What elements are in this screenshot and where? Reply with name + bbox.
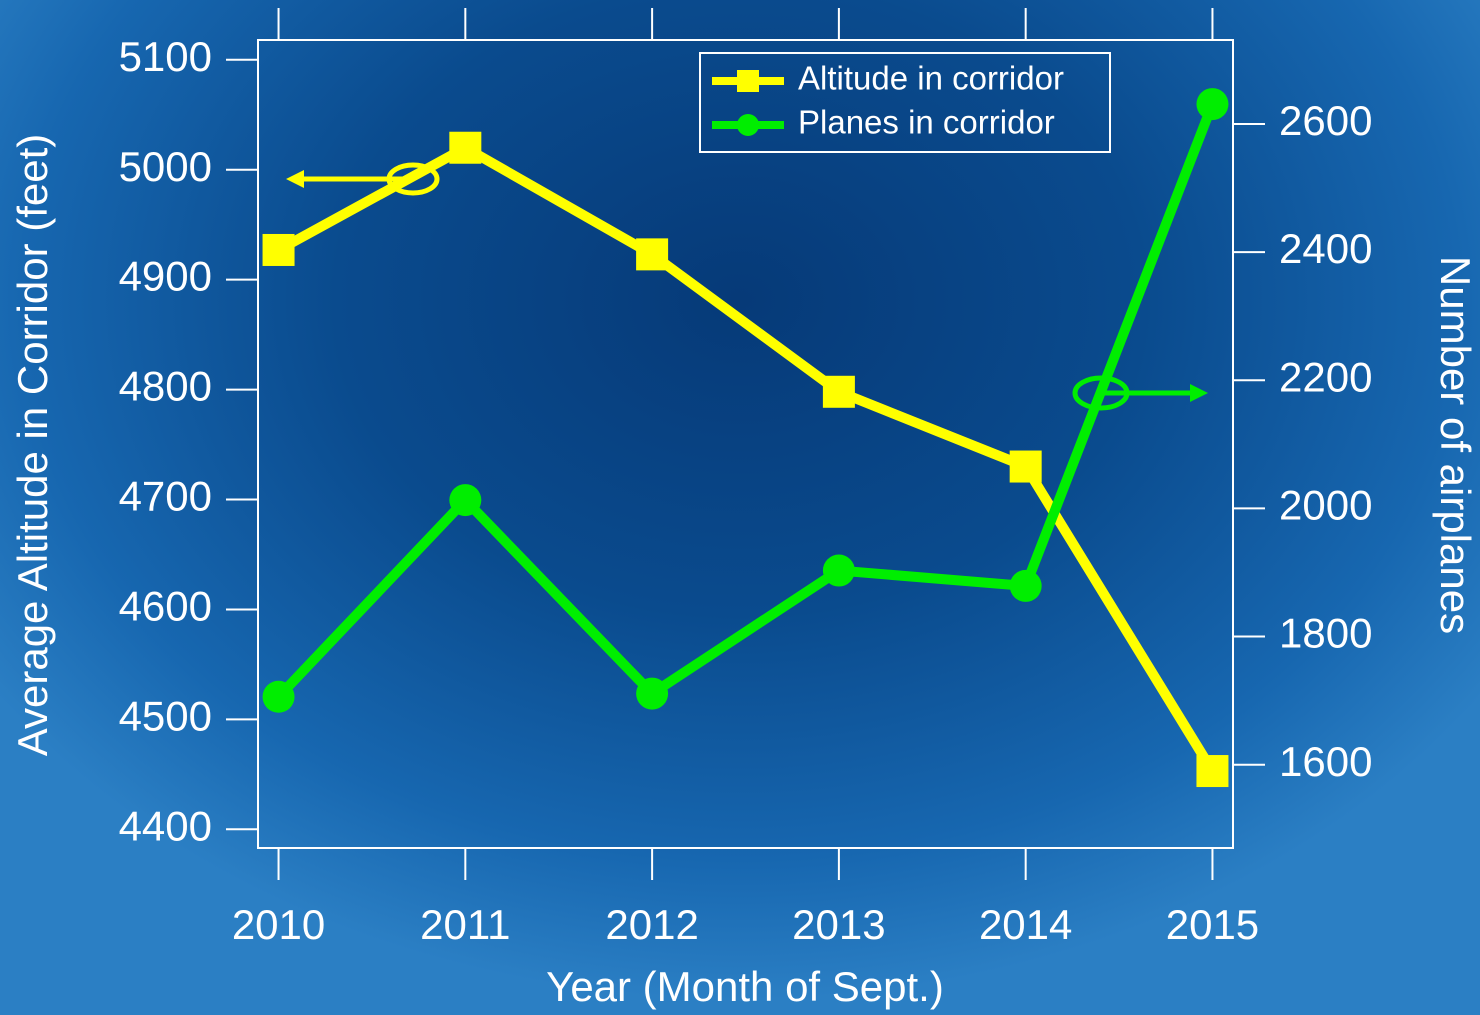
x-tick-label: 2010: [232, 901, 325, 948]
y-tick-label: 4500: [119, 692, 212, 739]
legend-box: [699, 52, 1111, 153]
marker: [262, 680, 295, 713]
legend-label: Planes in corridor: [798, 104, 1055, 141]
y-tick-label: 4700: [119, 473, 212, 520]
annotation-left: [286, 162, 440, 196]
plot-frame: [257, 39, 1234, 849]
y2-tick-label: 2000: [1279, 481, 1372, 528]
y-tick-label: 4900: [119, 253, 212, 300]
marker: [1009, 569, 1042, 602]
marker: [1196, 88, 1229, 121]
legend: Altitude in corridor Planes in corridor: [699, 52, 1111, 153]
marker: [1196, 755, 1229, 788]
x-tick-label: 2012: [605, 901, 698, 948]
x-tick-label: 2015: [1166, 901, 1259, 948]
marker: [449, 131, 482, 164]
x-tick-label: 2013: [792, 901, 885, 948]
y2-tick-label: 2600: [1279, 97, 1372, 144]
y2-tick-label: 1800: [1279, 610, 1372, 657]
y-tick-label: 5000: [119, 143, 212, 190]
y2-tick-label: 1600: [1279, 738, 1372, 785]
x-tick-label: 2014: [979, 901, 1072, 948]
y-axis-label: Average Altitude in Corridor (feet): [9, 134, 56, 757]
y-tick-label: 5100: [119, 33, 212, 80]
x-tick-label: 2011: [420, 901, 510, 948]
legend-marker: [737, 70, 759, 92]
y-tick-label: 4600: [119, 583, 212, 630]
y2-tick-label: 2200: [1279, 353, 1372, 400]
marker: [822, 554, 855, 587]
marker: [636, 238, 669, 271]
y-tick-label: 4800: [119, 363, 212, 410]
legend-marker: [737, 114, 759, 136]
y2-tick-label: 2400: [1279, 225, 1372, 272]
marker: [262, 233, 295, 266]
series-line: [274, 102, 1218, 701]
legend-label: Altitude in corridor: [798, 60, 1064, 97]
marker: [822, 375, 855, 408]
y-tick-label: 4400: [119, 802, 212, 849]
marker: [1009, 450, 1042, 483]
marker: [636, 677, 669, 710]
x-axis-label: Year (Month of Sept.): [546, 963, 944, 1010]
marker: [449, 484, 482, 517]
y2-axis-label: Number of airplanes: [1432, 256, 1479, 634]
